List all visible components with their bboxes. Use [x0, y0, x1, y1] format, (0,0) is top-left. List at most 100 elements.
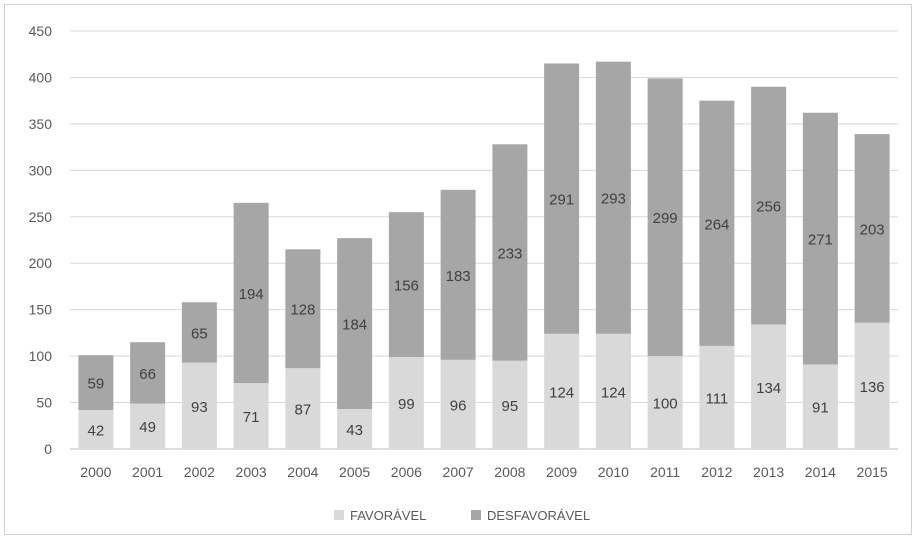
data-label-2000-desfavoravel: 59 — [88, 376, 105, 393]
bar-2009-desfavoravel — [544, 63, 580, 334]
data-label-2009-favoravel: 124 — [549, 384, 574, 401]
bar-2005-desfavoravel — [337, 238, 373, 410]
bar-2015-favoravel — [854, 322, 890, 449]
data-label-2004-favoravel: 87 — [295, 402, 312, 419]
x-axis: 2000 2001 2002 2003 2004 2005 2006 2007 2008 2009… — [80, 464, 888, 480]
data-label-2010-favoravel: 124 — [601, 384, 626, 401]
data-label-2014-desfavoravel: 271 — [808, 232, 833, 249]
data-label-2012-desfavoravel: 264 — [704, 216, 729, 233]
x-tick-label-2013: 2013 — [753, 464, 784, 480]
legend-label-favoravel: FAVORÁVEL — [350, 508, 426, 523]
y-tick-label-50: 50 — [36, 395, 52, 411]
data-label-2005-favoravel: 43 — [346, 422, 363, 439]
data-label-2007-desfavoravel: 183 — [446, 268, 471, 285]
bar-2014-desfavoravel — [802, 112, 838, 365]
x-tick-label-2014: 2014 — [805, 464, 836, 480]
data-label-2003-favoravel: 71 — [243, 409, 260, 426]
data-label-2006-desfavoravel: 156 — [394, 278, 419, 295]
data-label-2008-desfavoravel: 233 — [497, 246, 522, 263]
bars — [78, 61, 890, 449]
data-label-2010-desfavoravel: 293 — [601, 191, 626, 208]
x-tick-label-2002: 2002 — [184, 464, 215, 480]
data-label-2006-favoravel: 99 — [398, 396, 415, 413]
bar-2003-favoravel — [233, 383, 269, 449]
data-label-2009-desfavoravel: 291 — [549, 192, 574, 209]
legend-swatch-desfavoravel — [471, 510, 481, 520]
x-tick-label-2008: 2008 — [494, 464, 525, 480]
bar-2002-desfavoravel — [181, 302, 217, 363]
y-tick-label-250: 250 — [29, 209, 53, 225]
bar-2008-desfavoravel — [492, 144, 528, 361]
bar-2004-favoravel — [285, 368, 321, 449]
bar-2001-favoravel — [130, 403, 166, 449]
bar-2015-desfavoravel — [854, 134, 890, 323]
x-tick-label-2009: 2009 — [546, 464, 577, 480]
x-tick-label-2015: 2015 — [857, 464, 888, 480]
x-tick-label-2004: 2004 — [287, 464, 318, 480]
y-tick-label-300: 300 — [29, 162, 53, 178]
legend: FAVORÁVEL DESFAVORÁVEL — [334, 508, 590, 523]
x-tick-label-2003: 2003 — [236, 464, 267, 480]
data-label-2001-desfavoravel: 66 — [139, 366, 156, 383]
bar-2001-desfavoravel — [130, 342, 166, 404]
bar-2014-favoravel — [802, 364, 838, 449]
data-label-2014-favoravel: 91 — [812, 400, 829, 417]
data-label-2012-favoravel: 111 — [705, 390, 728, 407]
data-label-2015-favoravel: 136 — [860, 379, 885, 396]
y-axis: 0 50 100 150 200 250 300 350 400 450 — [29, 23, 53, 457]
data-label-2005-desfavoravel: 184 — [342, 317, 367, 334]
bar-2008-favoravel — [492, 360, 528, 449]
bar-2009-favoravel — [544, 333, 580, 449]
bar-2013-desfavoravel — [751, 86, 787, 325]
legend-swatch-favoravel — [334, 510, 344, 520]
bar-2007-favoravel — [440, 359, 476, 449]
bar-2000-favoravel — [78, 409, 114, 449]
bar-2006-desfavoravel — [388, 212, 424, 358]
data-label-2003-desfavoravel: 194 — [239, 286, 264, 303]
x-tick-label-2005: 2005 — [339, 464, 370, 480]
data-label-2013-desfavoravel: 256 — [756, 199, 781, 216]
data-label-2002-desfavoravel: 65 — [191, 325, 208, 342]
data-label-2007-favoravel: 96 — [450, 397, 467, 414]
data-label-2013-favoravel: 134 — [756, 380, 781, 397]
x-tick-label-2007: 2007 — [443, 464, 474, 480]
y-tick-label-0: 0 — [44, 441, 52, 457]
bar-2012-favoravel — [699, 345, 735, 449]
y-tick-label-100: 100 — [29, 348, 53, 364]
data-label-2011-favoravel: 100 — [653, 396, 678, 413]
x-tick-label-2010: 2010 — [598, 464, 629, 480]
bar-2006-favoravel — [388, 357, 424, 449]
x-tick-label-2000: 2000 — [80, 464, 111, 480]
x-tick-label-2001: 2001 — [132, 464, 163, 480]
x-tick-label-2012: 2012 — [701, 464, 732, 480]
legend-label-desfavoravel: DESFAVORÁVEL — [487, 508, 590, 523]
bar-2013-favoravel — [751, 324, 787, 449]
x-tick-label-2011: 2011 — [650, 464, 680, 480]
bar-2011-favoravel — [647, 356, 683, 449]
bar-2000-desfavoravel — [78, 355, 114, 410]
y-tick-label-400: 400 — [29, 69, 53, 85]
bar-2005-favoravel — [337, 409, 373, 449]
y-tick-label-200: 200 — [29, 255, 53, 271]
bar-2010-desfavoravel — [595, 61, 631, 334]
y-tick-label-350: 350 — [29, 116, 53, 132]
data-label-2001-favoravel: 49 — [139, 419, 156, 436]
data-label-2015-desfavoravel: 203 — [860, 221, 885, 238]
bar-2004-desfavoravel — [285, 249, 321, 369]
data-label-2000-favoravel: 42 — [88, 422, 105, 439]
data-labels: 42 59 49 66 93 65 71 194 87 128 43 184 99 156 96 183 95 2… — [88, 191, 885, 440]
y-tick-label-150: 150 — [29, 302, 53, 318]
x-tick-label-2006: 2006 — [391, 464, 422, 480]
data-label-2011-desfavoravel: 299 — [653, 210, 678, 227]
data-label-2004-desfavoravel: 128 — [290, 302, 315, 319]
bar-2003-desfavoravel — [233, 202, 269, 384]
bar-2011-desfavoravel — [647, 78, 683, 357]
y-tick-label-450: 450 — [29, 23, 53, 39]
data-label-2008-favoravel: 95 — [502, 398, 519, 415]
bar-2010-favoravel — [595, 333, 631, 449]
bar-2002-favoravel — [181, 362, 217, 449]
data-label-2002-favoravel: 93 — [191, 399, 208, 416]
bar-2007-desfavoravel — [440, 189, 476, 360]
bar-2012-desfavoravel — [699, 100, 735, 346]
